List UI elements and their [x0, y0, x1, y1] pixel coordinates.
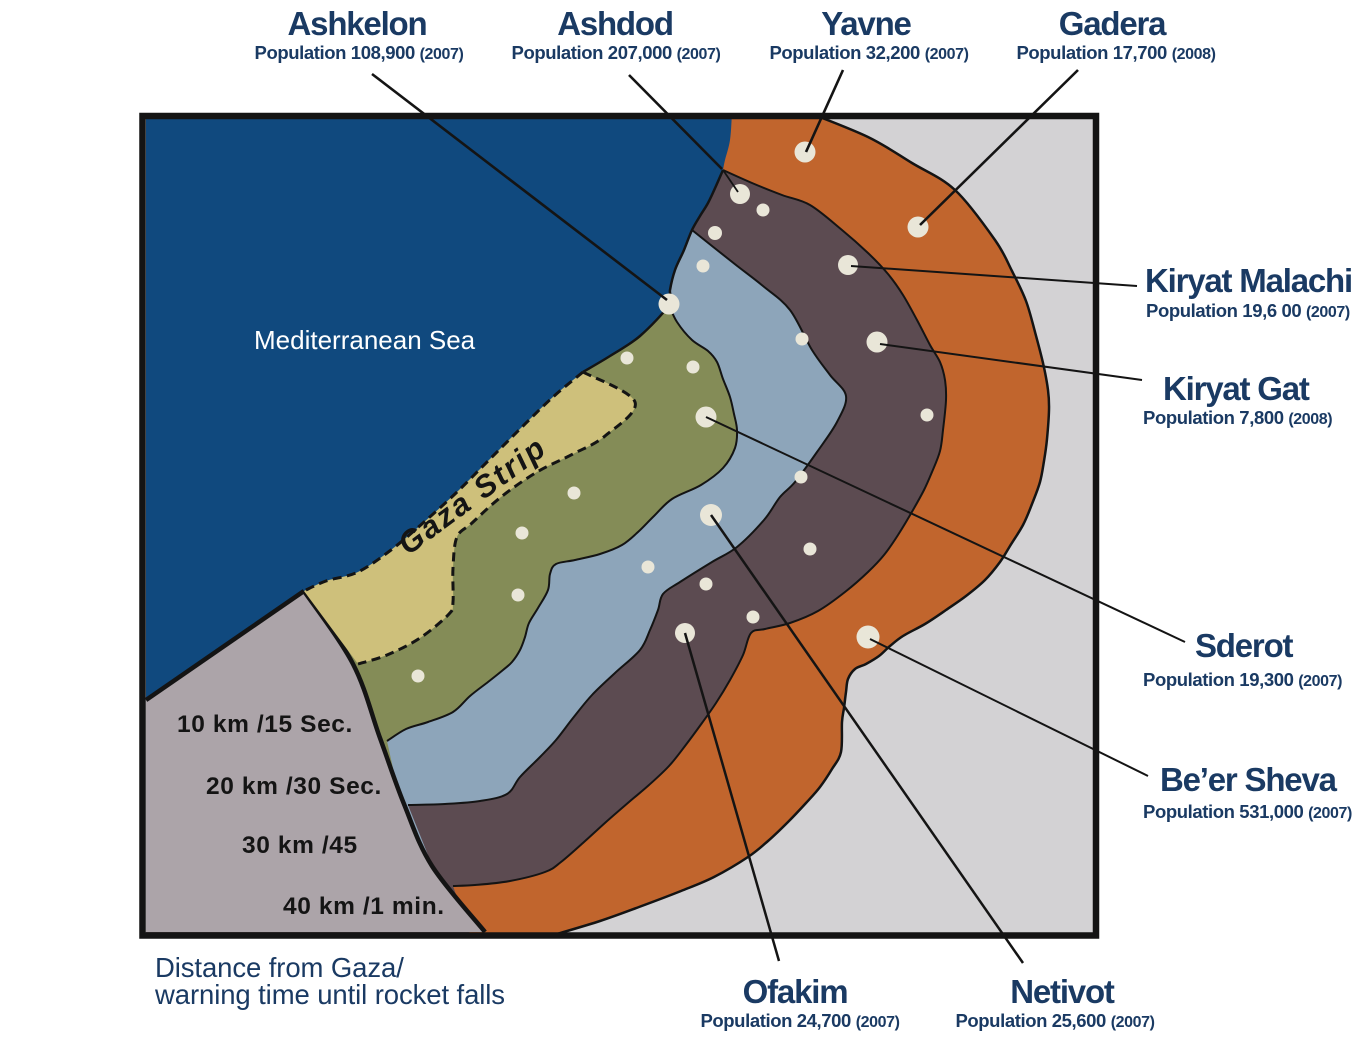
svg-text:Ashdod: Ashdod [557, 5, 673, 42]
svg-text:Population 24,700 (2007): Population 24,700 (2007) [700, 1010, 899, 1031]
svg-text:Be’er Sheva: Be’er Sheva [1160, 761, 1338, 798]
svg-text:Population 19,6 00 (2007): Population 19,6 00 (2007) [1146, 300, 1350, 321]
svg-text:Ofakim: Ofakim [743, 973, 848, 1010]
svg-text:Mediterranean Sea: Mediterranean Sea [254, 325, 476, 355]
svg-text:Sderot: Sderot [1195, 627, 1294, 664]
svg-text:warning time until rocket fall: warning time until rocket falls [154, 979, 505, 1010]
svg-text:Yavne: Yavne [821, 5, 911, 42]
svg-text:Population 7,800 (2008): Population 7,800 (2008) [1143, 407, 1332, 428]
svg-text:Netivot: Netivot [1010, 973, 1115, 1010]
svg-text:Population 531,000 (2007): Population 531,000 (2007) [1143, 801, 1352, 822]
svg-text:Ashkelon: Ashkelon [288, 5, 427, 42]
svg-text:10 km /15 Sec.: 10 km /15 Sec. [177, 711, 353, 738]
svg-text:Population 32,200 (2007): Population 32,200 (2007) [769, 42, 968, 63]
svg-text:Population 19,300 (2007): Population 19,300 (2007) [1143, 669, 1342, 690]
svg-text:20 km /30 Sec.: 20 km /30 Sec. [206, 773, 382, 800]
svg-text:40 km /1 min.: 40 km /1 min. [283, 893, 445, 920]
svg-text:Population 17,700 (2008): Population 17,700 (2008) [1016, 42, 1215, 63]
svg-text:30 km /45: 30 km /45 [242, 832, 358, 859]
svg-text:Gadera: Gadera [1059, 5, 1167, 42]
svg-text:Distance from Gaza/: Distance from Gaza/ [155, 952, 404, 983]
svg-text:Kiryat Gat: Kiryat Gat [1163, 370, 1310, 407]
svg-text:Kiryat Malachi: Kiryat Malachi [1145, 262, 1352, 299]
svg-text:Population 108,900 (2007): Population 108,900 (2007) [255, 42, 464, 63]
svg-text:Population 25,600 (2007): Population 25,600 (2007) [955, 1010, 1154, 1031]
svg-text:Population 207,000 (2007): Population 207,000 (2007) [512, 42, 721, 63]
